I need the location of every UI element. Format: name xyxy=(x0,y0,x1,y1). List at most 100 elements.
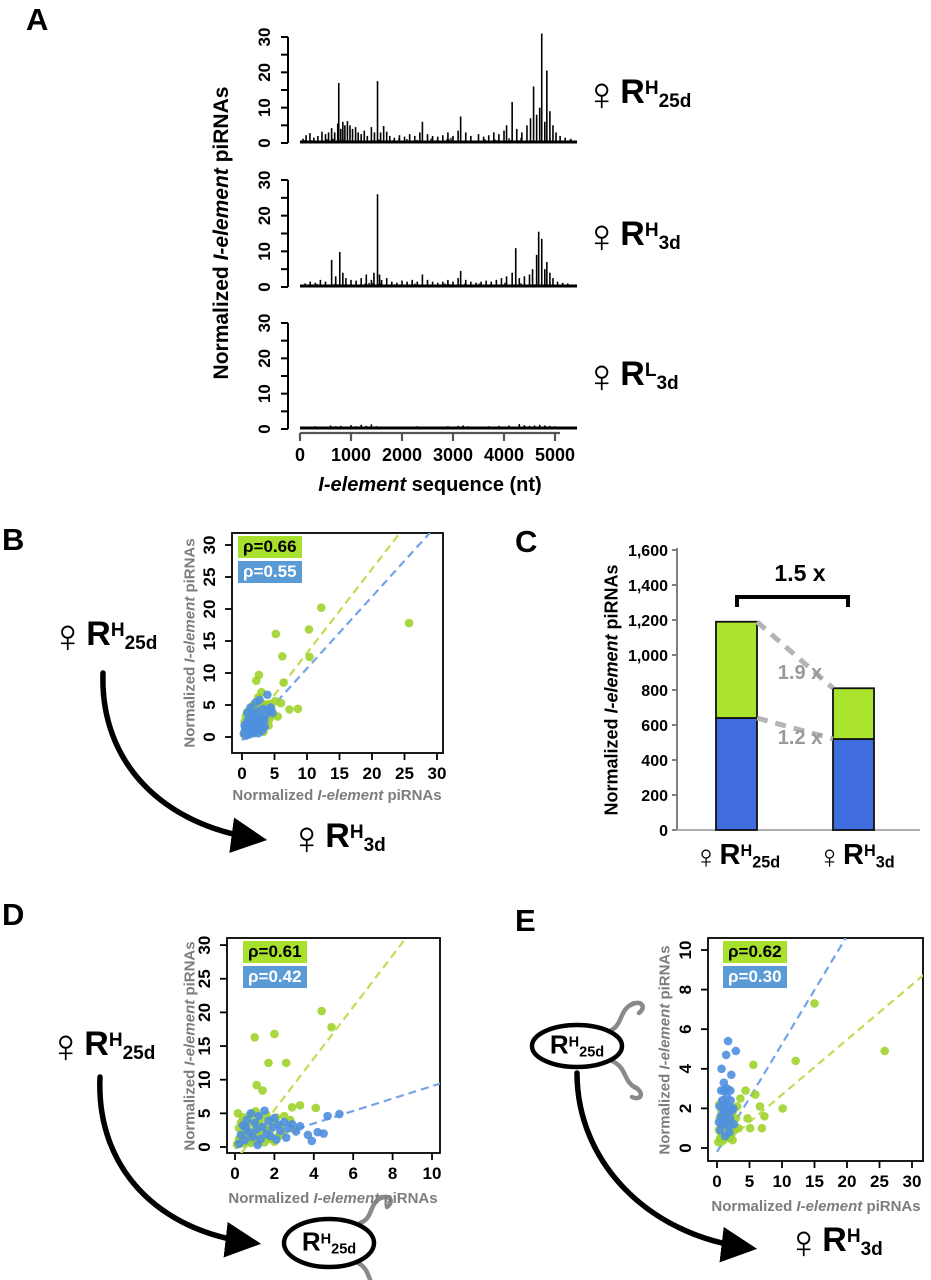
blue-ratio-annotation: 1.2 x xyxy=(777,727,823,749)
svg-text:5000: 5000 xyxy=(535,445,575,465)
legend-item-green: ρ=0.62 xyxy=(723,941,787,963)
svg-text:30: 30 xyxy=(255,28,274,47)
svg-text:30: 30 xyxy=(903,1172,922,1191)
svg-text:600: 600 xyxy=(641,718,668,735)
svg-text:0: 0 xyxy=(195,1142,214,1151)
svg-text:20: 20 xyxy=(255,206,274,225)
svg-text:5: 5 xyxy=(200,700,219,709)
panel-b-y-axis-title: Normalized I-element piRNAs xyxy=(181,538,199,748)
ovary-icon xyxy=(529,1000,645,1101)
panel-a-letter: A xyxy=(26,2,49,37)
svg-text:0: 0 xyxy=(230,1164,239,1183)
svg-text:0: 0 xyxy=(712,1172,721,1191)
panel-e-legend: ρ=0.62 ρ=0.30 xyxy=(723,941,787,988)
svg-text:10: 10 xyxy=(255,384,274,403)
panel-d-letter: D xyxy=(2,897,25,932)
panel-b-target-label: ♀RH3d xyxy=(289,811,386,864)
legend-item-green: ρ=0.61 xyxy=(243,941,307,963)
svg-text:6: 6 xyxy=(348,1164,357,1183)
panel-c-plot: 0 200 400 600 800 1,000 1,200 1,400 1,600 xyxy=(628,543,920,840)
svg-text:3000: 3000 xyxy=(433,445,473,465)
svg-text:8: 8 xyxy=(388,1164,397,1183)
svg-text:1000: 1000 xyxy=(331,445,371,465)
panel-e-plot: 0 5 10 15 20 25 30 0 2 4 6 8 10 xyxy=(676,937,924,1191)
svg-text:0: 0 xyxy=(255,282,274,291)
svg-text:0: 0 xyxy=(255,424,274,433)
female-symbol-icon: ♀ xyxy=(584,67,620,120)
svg-text:6: 6 xyxy=(676,1024,695,1033)
svg-text:5: 5 xyxy=(195,1109,214,1118)
svg-text:10: 10 xyxy=(200,664,219,683)
female-symbol-icon: ♀ xyxy=(786,1215,822,1268)
panel-c-letter: C xyxy=(515,524,538,559)
legend-item-green: ρ=0.66 xyxy=(238,536,302,558)
svg-text:30: 30 xyxy=(255,314,274,333)
track-3-sample-label: ♀RL3d xyxy=(584,349,679,402)
svg-text:30: 30 xyxy=(200,536,219,555)
svg-text:10: 10 xyxy=(195,1070,214,1089)
panel-c-bar-2-label: ♀RH3d xyxy=(817,838,895,875)
panel-e-letter: E xyxy=(515,903,536,938)
svg-text:15: 15 xyxy=(330,764,349,783)
blue-points xyxy=(234,1106,344,1150)
blue-points xyxy=(239,690,277,741)
svg-text:30: 30 xyxy=(255,171,274,190)
svg-text:20: 20 xyxy=(195,1003,214,1022)
track-2-sample-label: ♀RH3d xyxy=(584,209,681,262)
svg-text:4: 4 xyxy=(309,1164,319,1183)
ovary-icon xyxy=(281,1194,393,1280)
svg-text:800: 800 xyxy=(641,683,668,700)
svg-text:1,400: 1,400 xyxy=(628,578,668,595)
female-symbol-icon: ♀ xyxy=(289,811,325,864)
svg-text:25: 25 xyxy=(870,1172,889,1191)
svg-text:20: 20 xyxy=(838,1172,857,1191)
svg-text:10: 10 xyxy=(255,242,274,261)
female-symbol-icon: ♀ xyxy=(50,609,86,662)
panel-d-y-axis-title: Normalized I-element piRNAs xyxy=(181,941,199,1151)
legend-item-blue: ρ=0.30 xyxy=(723,966,787,988)
panel-d-legend: ρ=0.61 ρ=0.42 xyxy=(243,941,307,988)
panel-d-source-label: ♀RH25d xyxy=(48,1019,156,1072)
blue-points xyxy=(714,1036,741,1141)
panel-a-plot: 0 10 20 30 0 10 20 30 0 10 20 30 0 1000 2000 3000 4000 50… xyxy=(255,28,577,465)
track-1-sample-label: ♀RH25d xyxy=(584,67,692,120)
panel-e-y-axis-title: Normalized I-element piRNAs xyxy=(656,945,674,1155)
svg-text:4: 4 xyxy=(676,1064,695,1074)
svg-text:2000: 2000 xyxy=(382,445,422,465)
svg-text:1,000: 1,000 xyxy=(628,648,668,665)
panel-b-x-axis-title: Normalized I-element piRNAs xyxy=(232,787,442,804)
svg-text:0: 0 xyxy=(237,764,246,783)
svg-text:8: 8 xyxy=(676,985,695,994)
svg-text:10: 10 xyxy=(676,941,695,960)
female-symbol-icon: ♀ xyxy=(584,209,620,262)
svg-text:25: 25 xyxy=(395,764,414,783)
svg-text:2: 2 xyxy=(270,1164,279,1183)
svg-text:10: 10 xyxy=(255,98,274,117)
panel-a-x-axis-title: I-element sequence (nt) xyxy=(318,474,542,496)
panel-c-y-axis-title: Normalized I-element piRNAs xyxy=(601,564,622,816)
total-ratio-annotation: 1.5 x xyxy=(774,560,826,586)
green-ratio-annotation: 1.9 x xyxy=(777,662,823,684)
svg-text:1,200: 1,200 xyxy=(628,613,668,630)
legend-item-blue: ρ=0.55 xyxy=(238,561,302,583)
svg-text:15: 15 xyxy=(195,1037,214,1056)
female-symbol-icon: ♀ xyxy=(48,1019,84,1072)
female-symbol-icon: ♀ xyxy=(584,349,620,402)
panel-a-y-axis-title: Normalized I-element piRNAs xyxy=(210,86,233,380)
panel-b-source-label: ♀RH25d xyxy=(50,609,158,662)
panel-e-ovary-label: RH25d xyxy=(549,1029,605,1061)
female-symbol-icon: ♀ xyxy=(817,838,843,875)
svg-text:30: 30 xyxy=(428,764,447,783)
svg-text:10: 10 xyxy=(423,1164,442,1183)
panel-c-bar-1-label: ♀RH25d xyxy=(693,838,781,875)
svg-text:0: 0 xyxy=(676,1143,695,1152)
svg-text:30: 30 xyxy=(195,936,214,955)
svg-text:5: 5 xyxy=(270,764,279,783)
flow-arrows xyxy=(97,670,758,1280)
svg-text:200: 200 xyxy=(641,788,668,805)
panel-b-plot: 0 5 10 15 20 25 30 0 5 10 15 20 25 30 xyxy=(200,532,447,783)
panel-b-legend: ρ=0.66 ρ=0.55 xyxy=(238,536,302,583)
panel-d-plot: 0 2 4 6 8 10 0 5 10 15 20 25 30 xyxy=(195,936,442,1183)
